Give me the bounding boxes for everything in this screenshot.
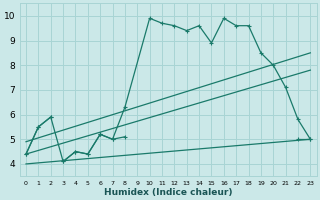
X-axis label: Humidex (Indice chaleur): Humidex (Indice chaleur) xyxy=(104,188,232,197)
